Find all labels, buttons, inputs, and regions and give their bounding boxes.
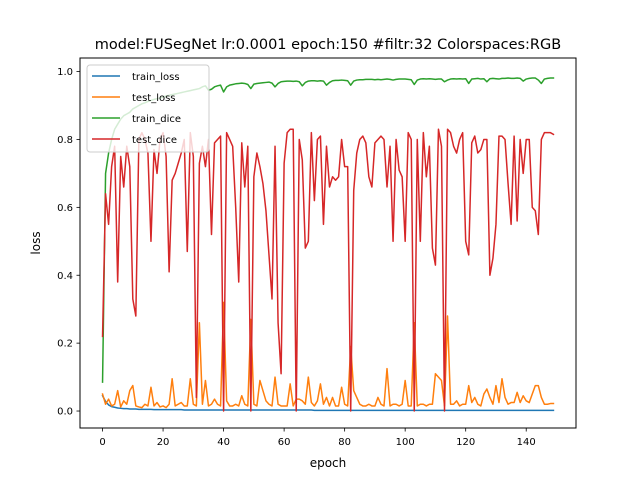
- legend-label-train-loss: train_loss: [132, 72, 180, 83]
- y-tick-label: 0.2: [57, 339, 73, 350]
- y-tick-label: 0.0: [57, 407, 73, 418]
- x-tick-label: 80: [338, 437, 351, 448]
- y-tick-label: 1.0: [57, 67, 73, 78]
- y-axis-label: loss: [29, 231, 43, 254]
- x-tick-label: 40: [217, 437, 230, 448]
- legend-items: train_loss test_loss train_dice test_dice: [92, 72, 181, 146]
- y-tick-label: 0.4: [57, 271, 73, 282]
- x-tick-label: 100: [396, 437, 415, 448]
- x-tick-label: 140: [517, 437, 536, 448]
- x-axis-label: epoch: [310, 456, 347, 470]
- y-tick-label: 0.8: [57, 135, 73, 146]
- legend-label-train-dice: train_dice: [132, 114, 181, 125]
- x-tick-label: 60: [278, 437, 291, 448]
- series-line-train-loss: [101, 394, 555, 412]
- legend-frame: [86, 64, 210, 153]
- legend-label-test-loss: test_loss: [132, 93, 176, 104]
- legend-label-test-dice: test_dice: [132, 135, 177, 146]
- legend: train_loss test_loss train_dice test_dice: [86, 64, 210, 153]
- y-axis: 0.0 0.2 0.4 0.6 0.8 1.0: [57, 67, 80, 418]
- y-tick-label: 0.6: [57, 203, 73, 214]
- x-tick-label: 20: [157, 437, 170, 448]
- x-tick-label: 0: [99, 437, 105, 448]
- chart-title: model:FUSegNet lr:0.0001 epoch:150 #filt…: [95, 37, 561, 53]
- x-axis: 0 20 40 60 80 100 120 140: [99, 428, 536, 448]
- series-line-test-dice: [101, 128, 555, 412]
- series-line-test-loss: [101, 301, 555, 409]
- x-tick-label: 120: [456, 437, 475, 448]
- axes-frame: [79, 57, 577, 429]
